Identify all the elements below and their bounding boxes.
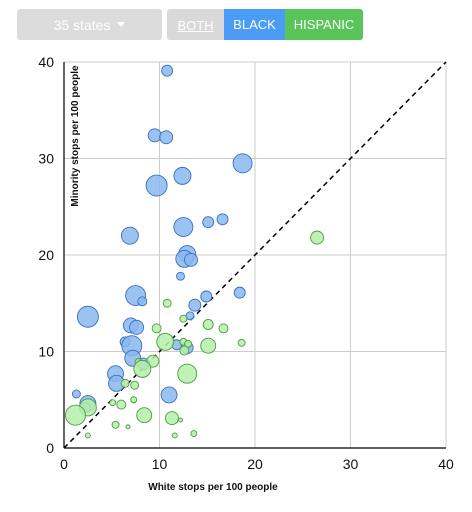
- black-data-point: [188, 298, 202, 312]
- hispanic-data-point: [116, 399, 127, 410]
- x-tick-label: 10: [152, 456, 168, 472]
- hispanic-data-point: [111, 420, 120, 429]
- hispanic-data-point: [202, 319, 214, 330]
- hispanic-data-point: [130, 380, 140, 390]
- black-data-point: [173, 217, 194, 237]
- x-axis-title: White stops per 100 people: [148, 482, 278, 493]
- hispanic-data-point: [190, 430, 198, 437]
- hispanic-data-point: [120, 378, 130, 388]
- hispanic-data-point: [65, 404, 86, 426]
- black-data-point: [173, 166, 192, 185]
- black-data-point: [137, 296, 148, 307]
- black-data-point: [232, 153, 253, 174]
- hispanic-data-point: [177, 363, 198, 384]
- black-data-point: [160, 386, 178, 404]
- hispanic-data-point: [179, 345, 190, 356]
- black-data-point: [161, 64, 174, 77]
- state-select-dropdown[interactable]: 35 states: [17, 9, 162, 40]
- y-tick-label: 30: [38, 151, 54, 167]
- hispanic-data-point: [109, 399, 117, 407]
- y-tick-label: 20: [38, 247, 54, 263]
- black-data-point: [200, 290, 213, 303]
- hispanic-data-point: [133, 359, 152, 378]
- hispanic-data-point: [84, 432, 91, 439]
- y-tick-label: 10: [38, 344, 54, 360]
- black-data-point: [71, 389, 81, 399]
- black-data-point: [202, 216, 215, 229]
- black-data-point: [76, 305, 99, 328]
- toggle-black-button[interactable]: BLACK: [224, 9, 285, 40]
- hispanic-data-point: [164, 411, 179, 426]
- x-tick-label: 40: [438, 456, 454, 472]
- toggle-hispanic-button[interactable]: HISPANIC: [285, 9, 363, 40]
- hispanic-data-point: [162, 298, 172, 308]
- chart-points: [65, 64, 325, 439]
- y-tick-label: 0: [46, 440, 54, 456]
- y-axis-title: Minority stops per 100 people: [70, 65, 81, 207]
- black-data-point: [233, 286, 246, 299]
- x-tick-label: 30: [343, 456, 359, 472]
- hispanic-data-point: [200, 337, 217, 354]
- hispanic-data-point: [171, 432, 178, 439]
- hispanic-data-point: [218, 323, 229, 334]
- hispanic-data-point: [130, 396, 138, 404]
- hispanic-data-point: [237, 338, 246, 347]
- y-tick-label: 40: [38, 54, 54, 70]
- toggle-both-button[interactable]: BOTH: [167, 9, 224, 40]
- hispanic-data-point: [125, 424, 131, 430]
- hispanic-data-point: [184, 339, 193, 348]
- black-data-point: [176, 271, 185, 281]
- hispanic-data-point: [178, 417, 183, 423]
- race-toggle-group: BOTH BLACK HISPANIC: [167, 9, 363, 40]
- black-data-point: [216, 213, 229, 226]
- black-data-point: [184, 252, 198, 267]
- state-select-label: 35 states: [53, 16, 111, 33]
- black-data-point: [145, 174, 168, 197]
- black-data-point: [147, 128, 162, 143]
- x-tick-label: 20: [247, 456, 263, 472]
- hispanic-data-point: [179, 314, 188, 323]
- chart-tick-labels: 0 10 20 30 40 0 10 20 30 40: [38, 54, 454, 472]
- black-data-point: [129, 319, 145, 335]
- x-tick-label: 0: [60, 456, 68, 472]
- hispanic-data-point: [151, 323, 162, 334]
- black-data-point: [120, 226, 139, 245]
- chevron-down-icon: [117, 22, 126, 27]
- hispanic-data-point: [136, 407, 153, 424]
- hispanic-data-point: [310, 230, 325, 245]
- hispanic-data-point: [156, 332, 175, 351]
- black-data-point: [159, 130, 174, 145]
